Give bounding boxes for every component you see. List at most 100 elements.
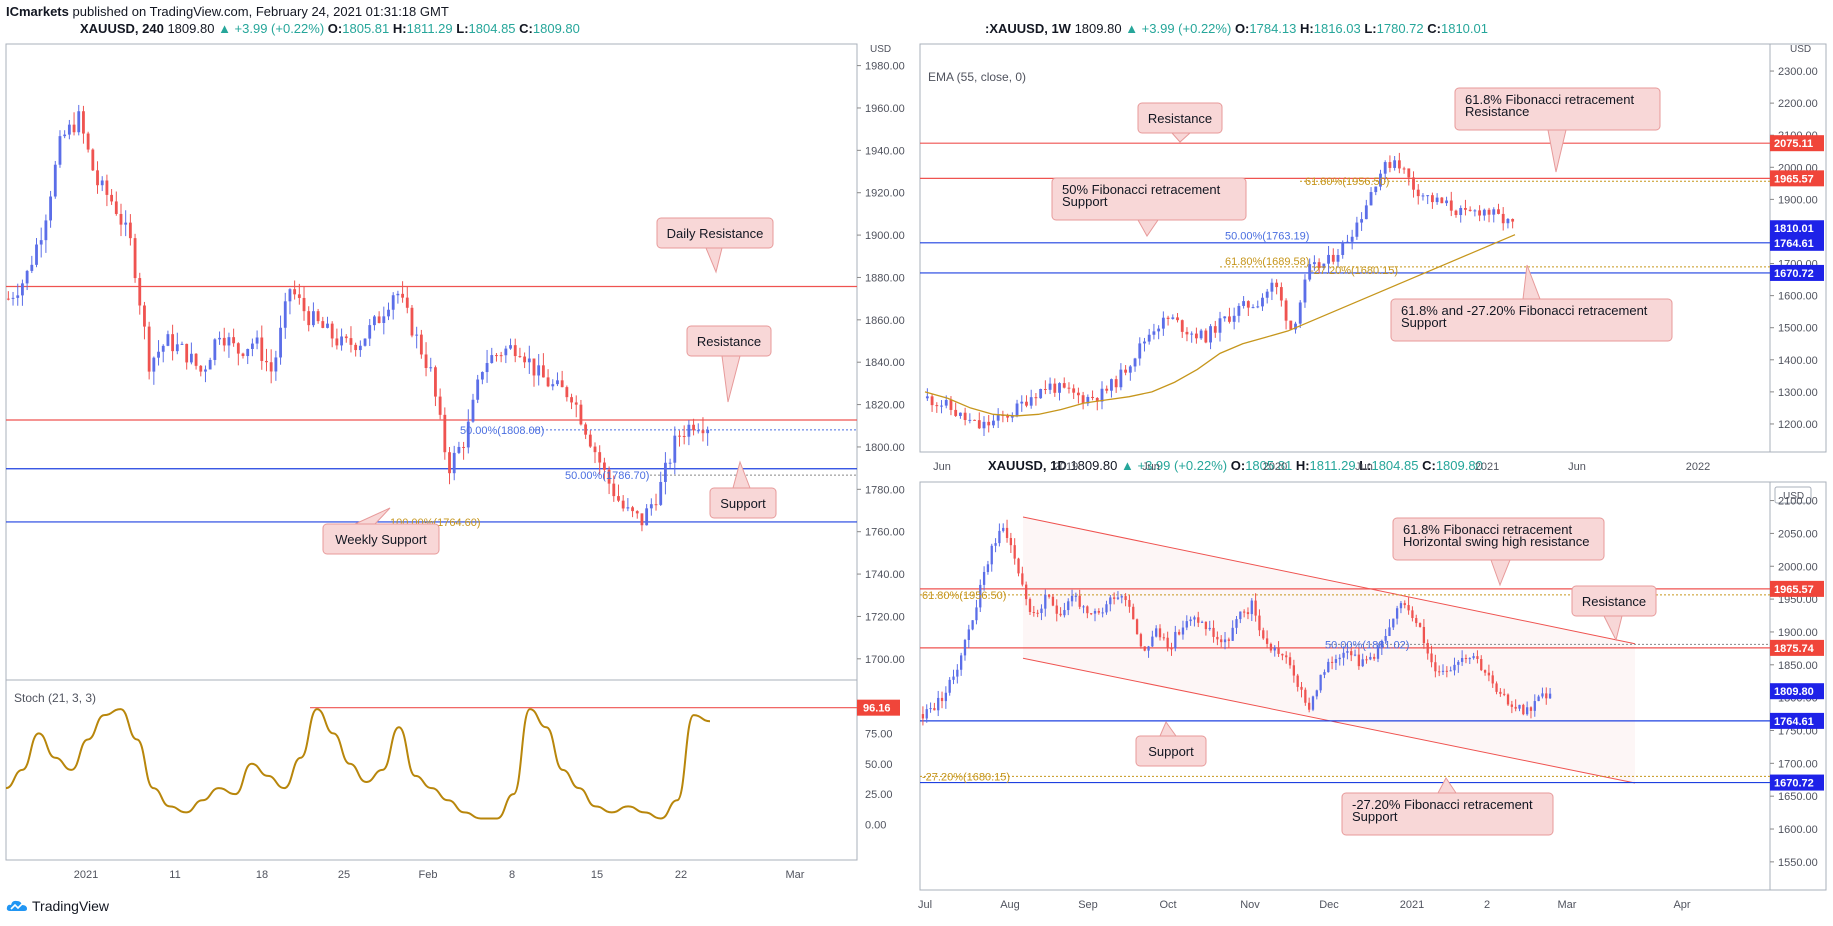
h4-candle-body xyxy=(335,338,339,346)
weekly-xtick-label: 2021 xyxy=(1475,461,1499,473)
h4-candle-body xyxy=(246,348,250,357)
daily-open: 1805.81 xyxy=(1245,458,1293,473)
weekly-candle-body xyxy=(973,419,976,421)
weekly-price-label: 2075.11 xyxy=(1774,138,1813,150)
daily-candle-body xyxy=(1342,652,1345,658)
daily-candle-body xyxy=(1220,639,1223,643)
weekly-ytick-label: 1200.00 xyxy=(1778,419,1818,431)
daily-candle-body xyxy=(1300,686,1303,690)
weekly-candle-body xyxy=(925,396,929,399)
weekly-candle-body xyxy=(940,405,943,407)
h4-candle-body xyxy=(382,316,386,323)
daily-candle-body xyxy=(1070,595,1074,602)
daily-candle-body xyxy=(1105,604,1108,613)
daily-candle-body xyxy=(1315,690,1318,697)
weekly-candle-body xyxy=(1397,160,1401,169)
daily-candle-body xyxy=(1418,623,1422,627)
h4-candle-body xyxy=(696,430,700,432)
weekly-candle-body xyxy=(1364,205,1368,220)
daily-candle-body xyxy=(1116,597,1120,599)
weekly-candle-body xyxy=(1261,297,1264,307)
daily-candle-body xyxy=(944,692,948,702)
h4-candle-body xyxy=(11,297,15,299)
h4-callout-support-text: Support xyxy=(720,496,766,511)
daily-candle-body xyxy=(1212,627,1215,637)
weekly-candle-body xyxy=(1459,208,1463,216)
h4-xtick-label: 11 xyxy=(169,869,180,881)
h4-high: 1811.29 xyxy=(406,21,453,36)
tradingview-cloud-icon xyxy=(6,900,28,911)
h4-candle-body xyxy=(82,111,85,134)
daily-candle-body xyxy=(1499,691,1502,694)
weekly-candle-body xyxy=(963,412,967,420)
weekly-candle-body xyxy=(1454,210,1458,216)
weekly-candle-body xyxy=(1053,383,1057,393)
weekly-candle-body xyxy=(1213,326,1217,333)
daily-price-label-bg xyxy=(1770,580,1824,597)
weekly-candle-body xyxy=(935,405,939,407)
weekly-price-label: 1670.72 xyxy=(1774,268,1814,280)
weekly-candle-body xyxy=(1430,195,1434,203)
daily-candle-body xyxy=(1365,659,1368,661)
daily-candle-body xyxy=(1047,594,1051,597)
h4-candle-body xyxy=(171,334,175,352)
weekly-candle-body xyxy=(1421,195,1425,197)
h4-candle-body xyxy=(21,283,24,296)
daily-xtick-label: Dec xyxy=(1319,899,1339,911)
weekly-price-label: 1764.61 xyxy=(1774,238,1814,250)
daily-symbol[interactable]: XAUUSD, 1D xyxy=(988,458,1067,473)
h4-candle-body xyxy=(49,196,52,221)
h4-candle-body xyxy=(635,511,639,514)
daily-candle-body xyxy=(1090,613,1093,615)
weekly-candle-body xyxy=(1270,282,1274,292)
h4-candle-body xyxy=(476,379,480,400)
stoch-ytick-label: 75.00 xyxy=(865,728,893,740)
h4-close: 1809.80 xyxy=(532,21,580,36)
h4-candle-body xyxy=(344,336,348,339)
h4-symbol[interactable]: XAUUSD, 240 xyxy=(80,21,164,36)
daily-candle-body xyxy=(1135,619,1139,635)
daily-candle-body xyxy=(1319,674,1322,691)
weekly-candle-body xyxy=(1440,197,1444,204)
daily-candle-body xyxy=(979,584,982,608)
tradingview-logo[interactable]: TradingView xyxy=(6,898,109,914)
h4-candle-body xyxy=(513,345,517,357)
weekly-candle-body xyxy=(1062,383,1066,388)
h4-candle-body xyxy=(584,424,588,435)
h4-candle-body xyxy=(297,294,301,298)
daily-candle-body xyxy=(1476,656,1479,659)
weekly-candle-body xyxy=(1317,262,1321,269)
daily-callout-fib-resistance-text: 61.8% Fibonacci retracement xyxy=(1403,522,1572,537)
weekly-candle-body xyxy=(1284,300,1288,321)
h4-candle-body xyxy=(326,323,329,328)
daily-ytick-label: 1550.00 xyxy=(1778,857,1818,869)
h4-candle-body xyxy=(387,309,390,317)
daily-candle-body xyxy=(986,564,990,572)
weekly-symbol[interactable]: :XAUUSD, 1W xyxy=(985,21,1071,36)
daily-candle-body xyxy=(1139,634,1143,647)
daily-candle-body xyxy=(1296,675,1299,687)
weekly-candle-body xyxy=(1010,415,1014,418)
weekly-callout-fib-resistance-text: 61.8% Fibonacci retracement xyxy=(1465,92,1634,107)
weekly-candle-body xyxy=(1095,398,1099,402)
daily-callout-support-pointer xyxy=(1159,720,1177,737)
weekly-candle-body xyxy=(954,409,958,416)
h4-candle-body xyxy=(349,338,353,345)
h4-candle-body xyxy=(424,354,428,368)
h4-candle-body xyxy=(133,238,137,279)
daily-candle-body xyxy=(1231,627,1234,641)
daily-last: 1809.80 xyxy=(1070,458,1118,473)
daily-ytick-label: 2050.00 xyxy=(1778,528,1818,540)
weekly-indicator-label: EMA (55, close, 0) xyxy=(928,70,1026,84)
daily-candle-body xyxy=(1132,606,1135,620)
weekly-candle-body xyxy=(1048,383,1052,390)
daily-xtick-label: Jul xyxy=(918,899,932,911)
h4-ytick-label: 1860.00 xyxy=(865,315,905,327)
daily-candle-body xyxy=(1373,656,1376,659)
weekly-candle-body xyxy=(1506,219,1510,224)
weekly-candle-body xyxy=(1133,358,1137,367)
daily-candle-body xyxy=(921,714,925,719)
daily-candle-body xyxy=(1269,643,1273,651)
